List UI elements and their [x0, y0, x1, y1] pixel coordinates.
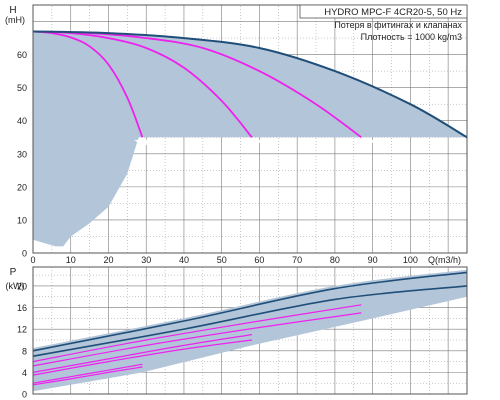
power-curve-2-pumps-P1	[32, 334, 252, 373]
power-curve-2-pumps-P2	[32, 339, 252, 376]
power-curve-3-pumps-P2	[32, 312, 362, 367]
power-chart-tick-labels: 0 4 8 12 16 20	[17, 281, 27, 399]
head-y-tick-label: 60	[17, 50, 27, 60]
power-y-tick-label: 8	[22, 346, 27, 356]
power-curve-1-pumps-P2	[32, 366, 143, 386]
power-y-tick-label: 20	[17, 281, 27, 291]
x-tick-label: 20	[103, 255, 113, 265]
density-note: Плотность = 1000 kg/m3	[361, 32, 462, 42]
head-y-tick-label: 10	[17, 215, 27, 225]
head-chart-tick-labels: 0 10 20 30 40 50 60 0 10 20 30 40 50 60 70 80 90 100	[17, 50, 418, 265]
power-y-tick-label: 16	[17, 303, 27, 313]
power-curve-4-pumps-P2	[32, 285, 468, 357]
x-tick-label: 10	[66, 255, 76, 265]
x-tick-label: 50	[217, 255, 227, 265]
x-axis-label: Q(m3/h)	[428, 255, 461, 265]
power-chart-data	[32, 269, 468, 392]
x-tick-label: 70	[292, 255, 302, 265]
fittings-note: Потеря в фитингах и клапанах	[334, 20, 462, 30]
head-y-tick-label: 40	[17, 116, 27, 126]
head-envelope-notch	[134, 139, 159, 145]
title-box	[299, 4, 468, 19]
x-tick-label: 100	[403, 255, 418, 265]
head-y-tick-label: 0	[22, 249, 27, 259]
power-curve-4-pumps-P1	[32, 271, 468, 352]
head-operating-envelope	[33, 31, 467, 247]
x-tick-label: 60	[254, 255, 264, 265]
head-axis-unit: (mH)	[5, 15, 25, 25]
x-tick-label: 40	[179, 255, 189, 265]
power-curve-3-pumps-P1	[32, 304, 362, 363]
head-y-tick-label: 30	[17, 149, 27, 159]
head-y-tick-label: 20	[17, 182, 27, 192]
x-tick-label: 30	[141, 255, 151, 265]
head-chart-frame	[32, 4, 468, 254]
chart-title: HYDRO MPC-F 4CR20-5, 50 Hz	[324, 7, 462, 18]
power-axis-unit: (kW)	[6, 281, 25, 291]
power-y-tick-label: 12	[17, 325, 27, 335]
power-operating-envelope	[33, 269, 467, 392]
x-tick-label: 90	[368, 255, 378, 265]
x-tick-label: 0	[30, 255, 35, 265]
head-y-tick-label: 50	[17, 83, 27, 93]
power-y-tick-label: 0	[22, 390, 27, 400]
power-curve-1-pumps-P1	[32, 363, 143, 384]
head-axis-label: H	[9, 5, 16, 16]
head-curve-1-pumps	[32, 30, 144, 138]
head-chart-data	[32, 30, 479, 247]
x-tick-label: 80	[330, 255, 340, 265]
head-envelope-notch	[239, 139, 264, 145]
power-axis-label: P	[10, 267, 17, 278]
head-envelope-notch	[353, 139, 378, 145]
power-y-tick-label: 4	[22, 368, 27, 378]
head-curve-4-pumps	[32, 30, 468, 139]
power-chart-frame	[32, 266, 468, 395]
